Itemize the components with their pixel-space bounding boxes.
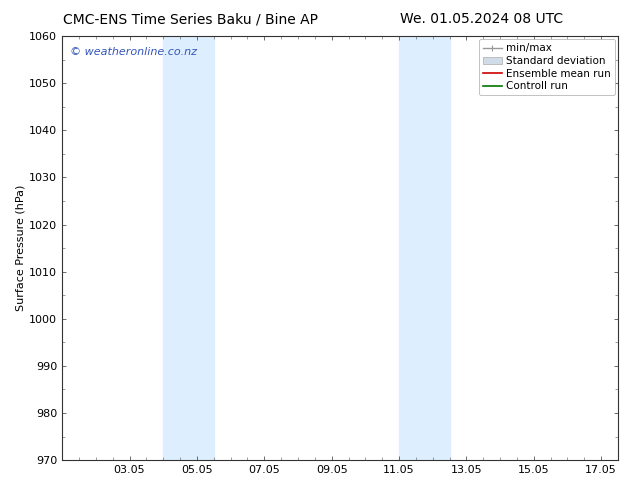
Text: We. 01.05.2024 08 UTC: We. 01.05.2024 08 UTC xyxy=(400,12,564,26)
Text: CMC-ENS Time Series Baku / Bine AP: CMC-ENS Time Series Baku / Bine AP xyxy=(63,12,318,26)
Bar xyxy=(399,36,450,460)
Y-axis label: Surface Pressure (hPa): Surface Pressure (hPa) xyxy=(15,185,25,311)
Text: © weatheronline.co.nz: © weatheronline.co.nz xyxy=(70,47,197,57)
Legend: min/max, Standard deviation, Ensemble mean run, Controll run: min/max, Standard deviation, Ensemble me… xyxy=(479,39,615,96)
Bar xyxy=(163,36,214,460)
